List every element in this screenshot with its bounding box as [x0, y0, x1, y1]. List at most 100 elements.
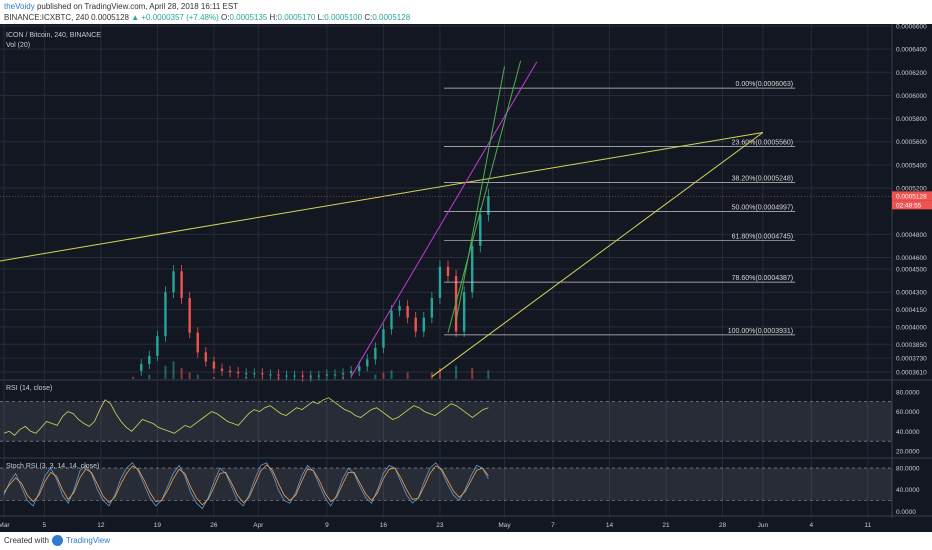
candle-body: [325, 374, 329, 376]
y-tick-label: 0.0005600: [896, 139, 927, 146]
price-pane[interactable]: 0.00%(0.0006063) 23.60%(0.0005560) 38.20%(…: [0, 60, 892, 382]
y-tick-label: 0.0003730: [896, 356, 927, 363]
volume-label: Vol (20): [6, 42, 30, 49]
candle-body: [422, 317, 425, 332]
candle-body: [172, 271, 175, 293]
osc-tick-label: 0.0000: [896, 509, 916, 516]
x-tick-label: 26: [210, 522, 218, 529]
x-tick-label: 28: [719, 522, 727, 529]
x-tick-label: 11: [864, 522, 871, 529]
y-tick-label: 0.0006400: [896, 47, 927, 54]
low-label: L:: [317, 13, 325, 22]
y-tick-label: 0.0004600: [896, 255, 927, 262]
green-trendline: [447, 60, 522, 333]
open-value: 0.0005135: [229, 13, 268, 22]
x-tick-label: 4: [809, 522, 813, 529]
price-change: +0.0000357 (+7.48%): [141, 13, 219, 22]
stoch-pane[interactable]: [0, 462, 892, 510]
candle-body: [261, 373, 264, 375]
volume-bar: [172, 361, 175, 379]
symbol-label: BINANCE:ICXBTC, 240: [4, 13, 89, 22]
axis-layer: Mar 5 12 19 26 Apr 9 16 23 May 7 14 21 28 Jun 4 11 0.0006…: [0, 24, 932, 529]
candle-body: [414, 317, 417, 332]
price-tag-box: [892, 191, 932, 201]
x-tick-label: 21: [662, 522, 670, 529]
price-tag-box: [892, 200, 932, 210]
author-link[interactable]: theVoidy: [4, 2, 35, 11]
candle-body: [148, 355, 151, 364]
osc-tick-label: 80.0000: [896, 389, 920, 396]
close-value: 0.0005128: [372, 13, 411, 22]
publish-info: published on TradingView.com, April 28, …: [36, 2, 239, 11]
open-label: O:: [221, 13, 230, 22]
candle-body: [301, 375, 304, 377]
rsi-pane-title: RSI (14, close): [6, 385, 52, 392]
candle-body: [349, 370, 353, 374]
x-tick-label: May: [498, 522, 511, 529]
volume-bar: [406, 372, 409, 379]
candle-body: [140, 363, 143, 371]
fib-level-label: 23.60%(0.0005560): [732, 139, 794, 146]
y-tick-label: 0.0005800: [896, 116, 927, 123]
x-tick-label: 12: [97, 522, 105, 529]
candle-body: [220, 368, 224, 371]
y-tick-label: 0.0003610: [896, 370, 927, 377]
ohlc-line: BINANCE:ICXBTC, 240 0.0005128 ▲ +0.00003…: [4, 13, 410, 22]
x-tick-label: Mar: [0, 522, 10, 529]
tradingview-brand[interactable]: TradingView: [66, 536, 111, 545]
created-with-text: Created with: [4, 536, 49, 545]
candle-body: [438, 266, 442, 298]
candle-body: [462, 292, 466, 332]
fib-level-label: 38.20%(0.0005248): [732, 175, 794, 182]
x-tick-label: 23: [436, 522, 444, 529]
candle-body: [269, 374, 272, 376]
candle-body: [156, 336, 159, 356]
candle-body: [382, 329, 385, 348]
candle-body: [390, 310, 393, 330]
y-tick-label: 0.0003850: [896, 342, 927, 349]
grid-layer: [0, 24, 932, 518]
candle-body: [358, 366, 361, 371]
rsi-pane[interactable]: [0, 397, 892, 442]
y-tick-label: 0.0004300: [896, 290, 927, 297]
y-tick-label: 0.0004500: [896, 267, 927, 274]
low-value: 0.0005100: [324, 13, 363, 22]
yellow-trendline: [0, 131, 763, 262]
high-label: H:: [269, 13, 278, 22]
candle-body: [196, 332, 199, 353]
candle-body: [188, 297, 191, 333]
volume-bar: [390, 370, 393, 379]
volume-bar: [196, 374, 199, 379]
fib-level-label: 78.60%(0.0004387): [732, 275, 794, 282]
y-tick-label: 0.0004800: [896, 232, 927, 239]
candle-body: [236, 372, 240, 374]
x-tick-label: Apr: [253, 522, 264, 529]
candle-body: [204, 352, 208, 362]
price-tag-label: 0.0005128: [896, 193, 927, 200]
x-tick-label: 9: [325, 522, 329, 529]
chart-canvas[interactable]: 0.00%(0.0006063) 23.60%(0.0005560) 38.20%(…: [0, 24, 932, 532]
up-arrow-icon: ▲: [131, 13, 140, 22]
osc-tick-label: 40.0000: [896, 429, 920, 436]
candle-body: [446, 266, 450, 276]
price-pane-title: ICON / Bitcoin, 240, BINANCE: [6, 32, 101, 39]
y-tick-label: 0.0004150: [896, 307, 927, 314]
osc-band: [0, 468, 892, 501]
x-tick-label: 19: [154, 522, 162, 529]
candle-body: [479, 214, 482, 246]
y-tick-label: 0.0005200: [896, 186, 927, 193]
volume-bar: [438, 368, 441, 379]
volume-bar: [374, 374, 377, 379]
price-tag-label: 02:48:55: [896, 202, 922, 209]
x-tick-label: 14: [606, 522, 614, 529]
volume-bar: [164, 365, 167, 379]
candle-body: [333, 374, 337, 376]
osc-tick-label: 40.0000: [896, 487, 920, 494]
volume-bar: [180, 368, 183, 379]
volume-bar: [471, 368, 474, 379]
candle-body: [228, 370, 232, 373]
candle-body: [471, 245, 474, 293]
last-price: 0.0005128: [91, 13, 129, 22]
candle-body: [317, 375, 321, 377]
osc-tick-label: 60.0000: [896, 409, 920, 416]
